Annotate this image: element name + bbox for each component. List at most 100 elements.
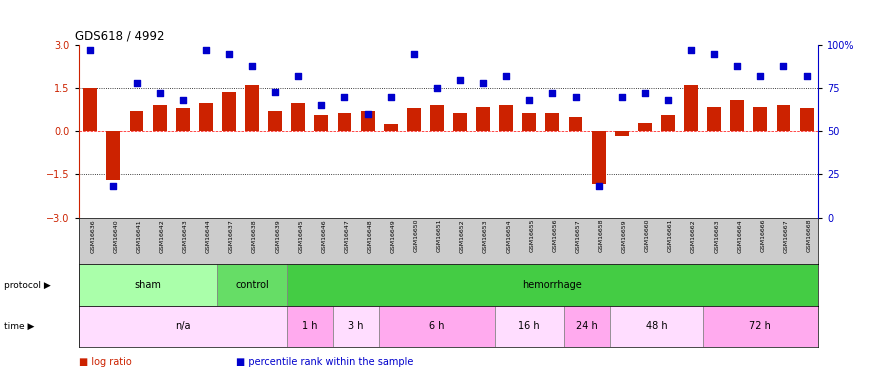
Bar — [800, 108, 814, 131]
Bar — [522, 112, 536, 131]
Text: GSM16664: GSM16664 — [738, 219, 742, 252]
Point — [83, 47, 97, 53]
Bar — [615, 131, 628, 136]
Text: n/a: n/a — [175, 321, 191, 331]
Text: ■ percentile rank within the sample: ■ percentile rank within the sample — [236, 357, 414, 367]
Text: GSM16639: GSM16639 — [275, 219, 280, 253]
Text: GSM16661: GSM16661 — [668, 219, 673, 252]
Point — [222, 51, 236, 57]
Bar — [79, 306, 287, 347]
Text: GSM16659: GSM16659 — [622, 219, 626, 252]
Point — [291, 73, 305, 79]
Text: GSM16668: GSM16668 — [807, 219, 812, 252]
Bar — [287, 264, 818, 306]
Text: GSM16651: GSM16651 — [437, 219, 442, 252]
Bar — [545, 112, 559, 131]
Bar — [494, 306, 564, 347]
Text: GSM16662: GSM16662 — [691, 219, 696, 252]
Text: GSM16636: GSM16636 — [90, 219, 95, 252]
Text: 6 h: 6 h — [429, 321, 444, 331]
Point — [731, 63, 745, 69]
Text: GSM16645: GSM16645 — [298, 219, 304, 252]
Text: GSM16640: GSM16640 — [114, 219, 118, 252]
Point — [314, 102, 328, 108]
Text: 16 h: 16 h — [519, 321, 540, 331]
Bar — [407, 108, 421, 131]
Text: GSM16660: GSM16660 — [645, 219, 650, 252]
Point — [569, 94, 583, 100]
Bar — [638, 123, 652, 131]
Bar — [83, 88, 97, 131]
Point — [245, 63, 259, 69]
Bar — [569, 117, 583, 131]
Text: GSM16655: GSM16655 — [529, 219, 535, 252]
Point — [152, 90, 166, 96]
Text: GSM16658: GSM16658 — [598, 219, 604, 252]
Point — [176, 97, 190, 103]
Bar — [453, 112, 467, 131]
Point — [684, 47, 698, 53]
Point — [360, 111, 374, 117]
Point — [545, 90, 559, 96]
Text: GSM16648: GSM16648 — [368, 219, 373, 252]
Bar — [217, 264, 287, 306]
Point — [800, 73, 814, 79]
Point — [268, 88, 282, 94]
Bar — [476, 107, 490, 131]
Text: GSM16663: GSM16663 — [714, 219, 719, 252]
Bar — [222, 93, 236, 131]
Bar — [703, 306, 818, 347]
Text: 1 h: 1 h — [302, 321, 318, 331]
Point — [453, 76, 467, 82]
Point — [407, 51, 421, 57]
Bar — [291, 102, 305, 131]
Text: 48 h: 48 h — [646, 321, 668, 331]
Bar — [79, 264, 217, 306]
Bar — [332, 306, 379, 347]
Text: sham: sham — [135, 280, 162, 290]
Bar — [592, 131, 605, 184]
Text: GSM16638: GSM16638 — [252, 219, 257, 252]
Bar — [684, 85, 698, 131]
Text: GSM16643: GSM16643 — [183, 219, 188, 253]
Point — [130, 80, 144, 86]
Bar — [287, 306, 332, 347]
Text: GSM16654: GSM16654 — [507, 219, 511, 252]
Text: GSM16667: GSM16667 — [783, 219, 788, 252]
Bar — [130, 111, 144, 131]
Bar — [731, 100, 744, 131]
Point — [707, 51, 721, 57]
Text: GSM16644: GSM16644 — [206, 219, 211, 253]
Point — [500, 73, 514, 79]
Point — [638, 90, 652, 96]
Point — [338, 94, 352, 100]
Bar — [314, 116, 328, 131]
Bar — [153, 105, 166, 131]
Bar — [753, 107, 767, 131]
Bar — [176, 108, 190, 131]
Text: GSM16642: GSM16642 — [159, 219, 164, 253]
Text: 24 h: 24 h — [577, 321, 598, 331]
Point — [661, 97, 675, 103]
Text: protocol ▶: protocol ▶ — [4, 280, 51, 290]
Text: 72 h: 72 h — [749, 321, 771, 331]
Text: GSM16649: GSM16649 — [390, 219, 396, 253]
Text: GSM16647: GSM16647 — [345, 219, 349, 253]
Text: GSM16653: GSM16653 — [483, 219, 488, 252]
Bar — [107, 131, 121, 180]
Bar — [610, 306, 703, 347]
Bar — [707, 107, 721, 131]
Bar — [338, 112, 352, 131]
Bar — [245, 85, 259, 131]
Point — [430, 85, 444, 91]
Point — [522, 97, 536, 103]
Text: GDS618 / 4992: GDS618 / 4992 — [75, 30, 164, 42]
Point — [753, 73, 767, 79]
Text: GSM16657: GSM16657 — [576, 219, 580, 252]
Text: GSM16641: GSM16641 — [136, 219, 142, 252]
Text: hemorrhage: hemorrhage — [522, 280, 582, 290]
Bar — [269, 111, 282, 131]
Point — [592, 183, 605, 189]
Point — [199, 47, 213, 53]
Text: GSM16656: GSM16656 — [552, 219, 557, 252]
